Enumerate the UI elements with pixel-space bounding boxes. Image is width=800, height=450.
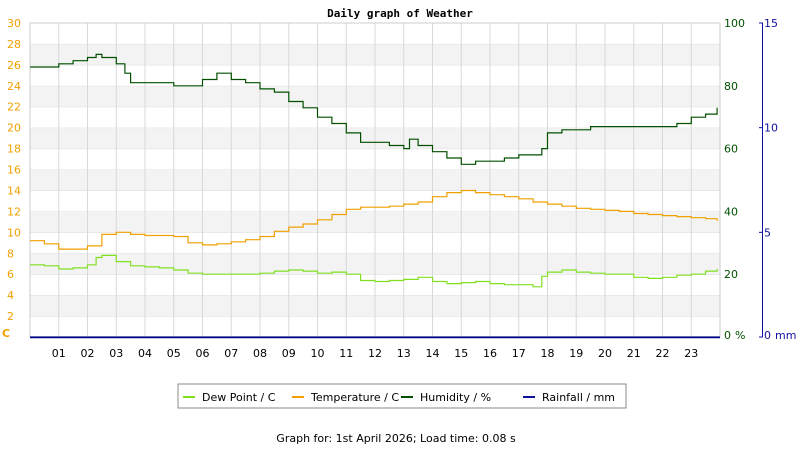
x-tick-label: 06 [196, 347, 210, 360]
x-tick-label: 17 [512, 347, 526, 360]
right2-axis-unit: mm [775, 329, 796, 342]
x-tick-label: 13 [397, 347, 411, 360]
left-tick-label: 2 [7, 310, 14, 323]
x-tick-label: 09 [282, 347, 296, 360]
legend-label: Temperature / C [310, 391, 399, 404]
right1-tick-label: 20 [724, 268, 738, 281]
left-tick-label: 22 [7, 101, 21, 114]
x-tick-label: 04 [138, 347, 152, 360]
left-tick-label: 6 [7, 268, 14, 281]
left-tick-label: 8 [7, 247, 14, 260]
right1-tick-label: 60 [724, 143, 738, 156]
left-tick-label: 14 [7, 184, 21, 197]
x-tick-label: 19 [569, 347, 583, 360]
legend-label: Dew Point / C [202, 391, 276, 404]
right2-tick-label: 15 [764, 17, 778, 30]
right2-tick-label: 0 [764, 329, 771, 342]
x-tick-label: 01 [52, 347, 66, 360]
chart-title: Daily graph of Weather [327, 7, 473, 20]
x-tick-label: 02 [81, 347, 95, 360]
right1-tick-label: 0 [724, 329, 731, 342]
left-axis-unit: C [2, 327, 10, 340]
left-tick-label: 10 [7, 226, 21, 239]
right1-tick-label: 80 [724, 80, 738, 93]
left-tick-label: 4 [7, 289, 14, 302]
right1-tick-label: 100 [724, 17, 745, 30]
x-tick-label: 20 [598, 347, 612, 360]
right1-tick-label: 40 [724, 205, 738, 218]
x-axis-ticks: 01 02 03 04 05 06 07 08 09 10 11 12 13 14 15 16 17 18 19 20… [52, 347, 699, 360]
x-tick-label: 07 [224, 347, 238, 360]
x-tick-label: 12 [368, 347, 382, 360]
left-tick-label: 20 [7, 122, 21, 135]
x-tick-label: 23 [684, 347, 698, 360]
legend-label: Humidity / % [420, 391, 491, 404]
rainfall-axis: 0 5 10 15 [759, 17, 778, 342]
left-tick-label: 26 [7, 59, 21, 72]
left-tick-label: 16 [7, 164, 21, 177]
x-tick-label: 10 [311, 347, 325, 360]
x-tick-label: 15 [454, 347, 468, 360]
footer-text: Graph for: 1st April 2026; Load time: 0.… [276, 432, 516, 445]
right2-tick-label: 5 [764, 226, 771, 239]
legend: Dew Point / C Temperature / C Humidity / %… [177, 383, 627, 409]
x-tick-label: 11 [339, 347, 353, 360]
x-tick-label: 21 [627, 347, 641, 360]
x-tick-label: 14 [426, 347, 440, 360]
series-line [30, 189, 718, 250]
vertical-gridlines [58, 23, 692, 337]
series-line [30, 53, 718, 165]
humidity-axis: 0 20 40 60 80 100 [724, 17, 745, 342]
x-tick-label: 16 [483, 347, 497, 360]
legend-label: Rainfall / mm [542, 391, 615, 404]
right2-tick-label: 10 [764, 122, 778, 135]
left-tick-label: 18 [7, 143, 21, 156]
x-tick-label: 22 [656, 347, 670, 360]
right1-axis-unit: % [735, 329, 745, 342]
left-tick-label: 28 [7, 38, 21, 51]
x-tick-label: 03 [109, 347, 123, 360]
x-tick-label: 08 [253, 347, 267, 360]
left-tick-label: 24 [7, 80, 21, 93]
left-tick-label: 12 [7, 205, 21, 218]
x-tick-label: 05 [167, 347, 181, 360]
series-line [30, 254, 718, 288]
x-tick-label: 18 [541, 347, 555, 360]
left-tick-label: 30 [7, 17, 21, 30]
